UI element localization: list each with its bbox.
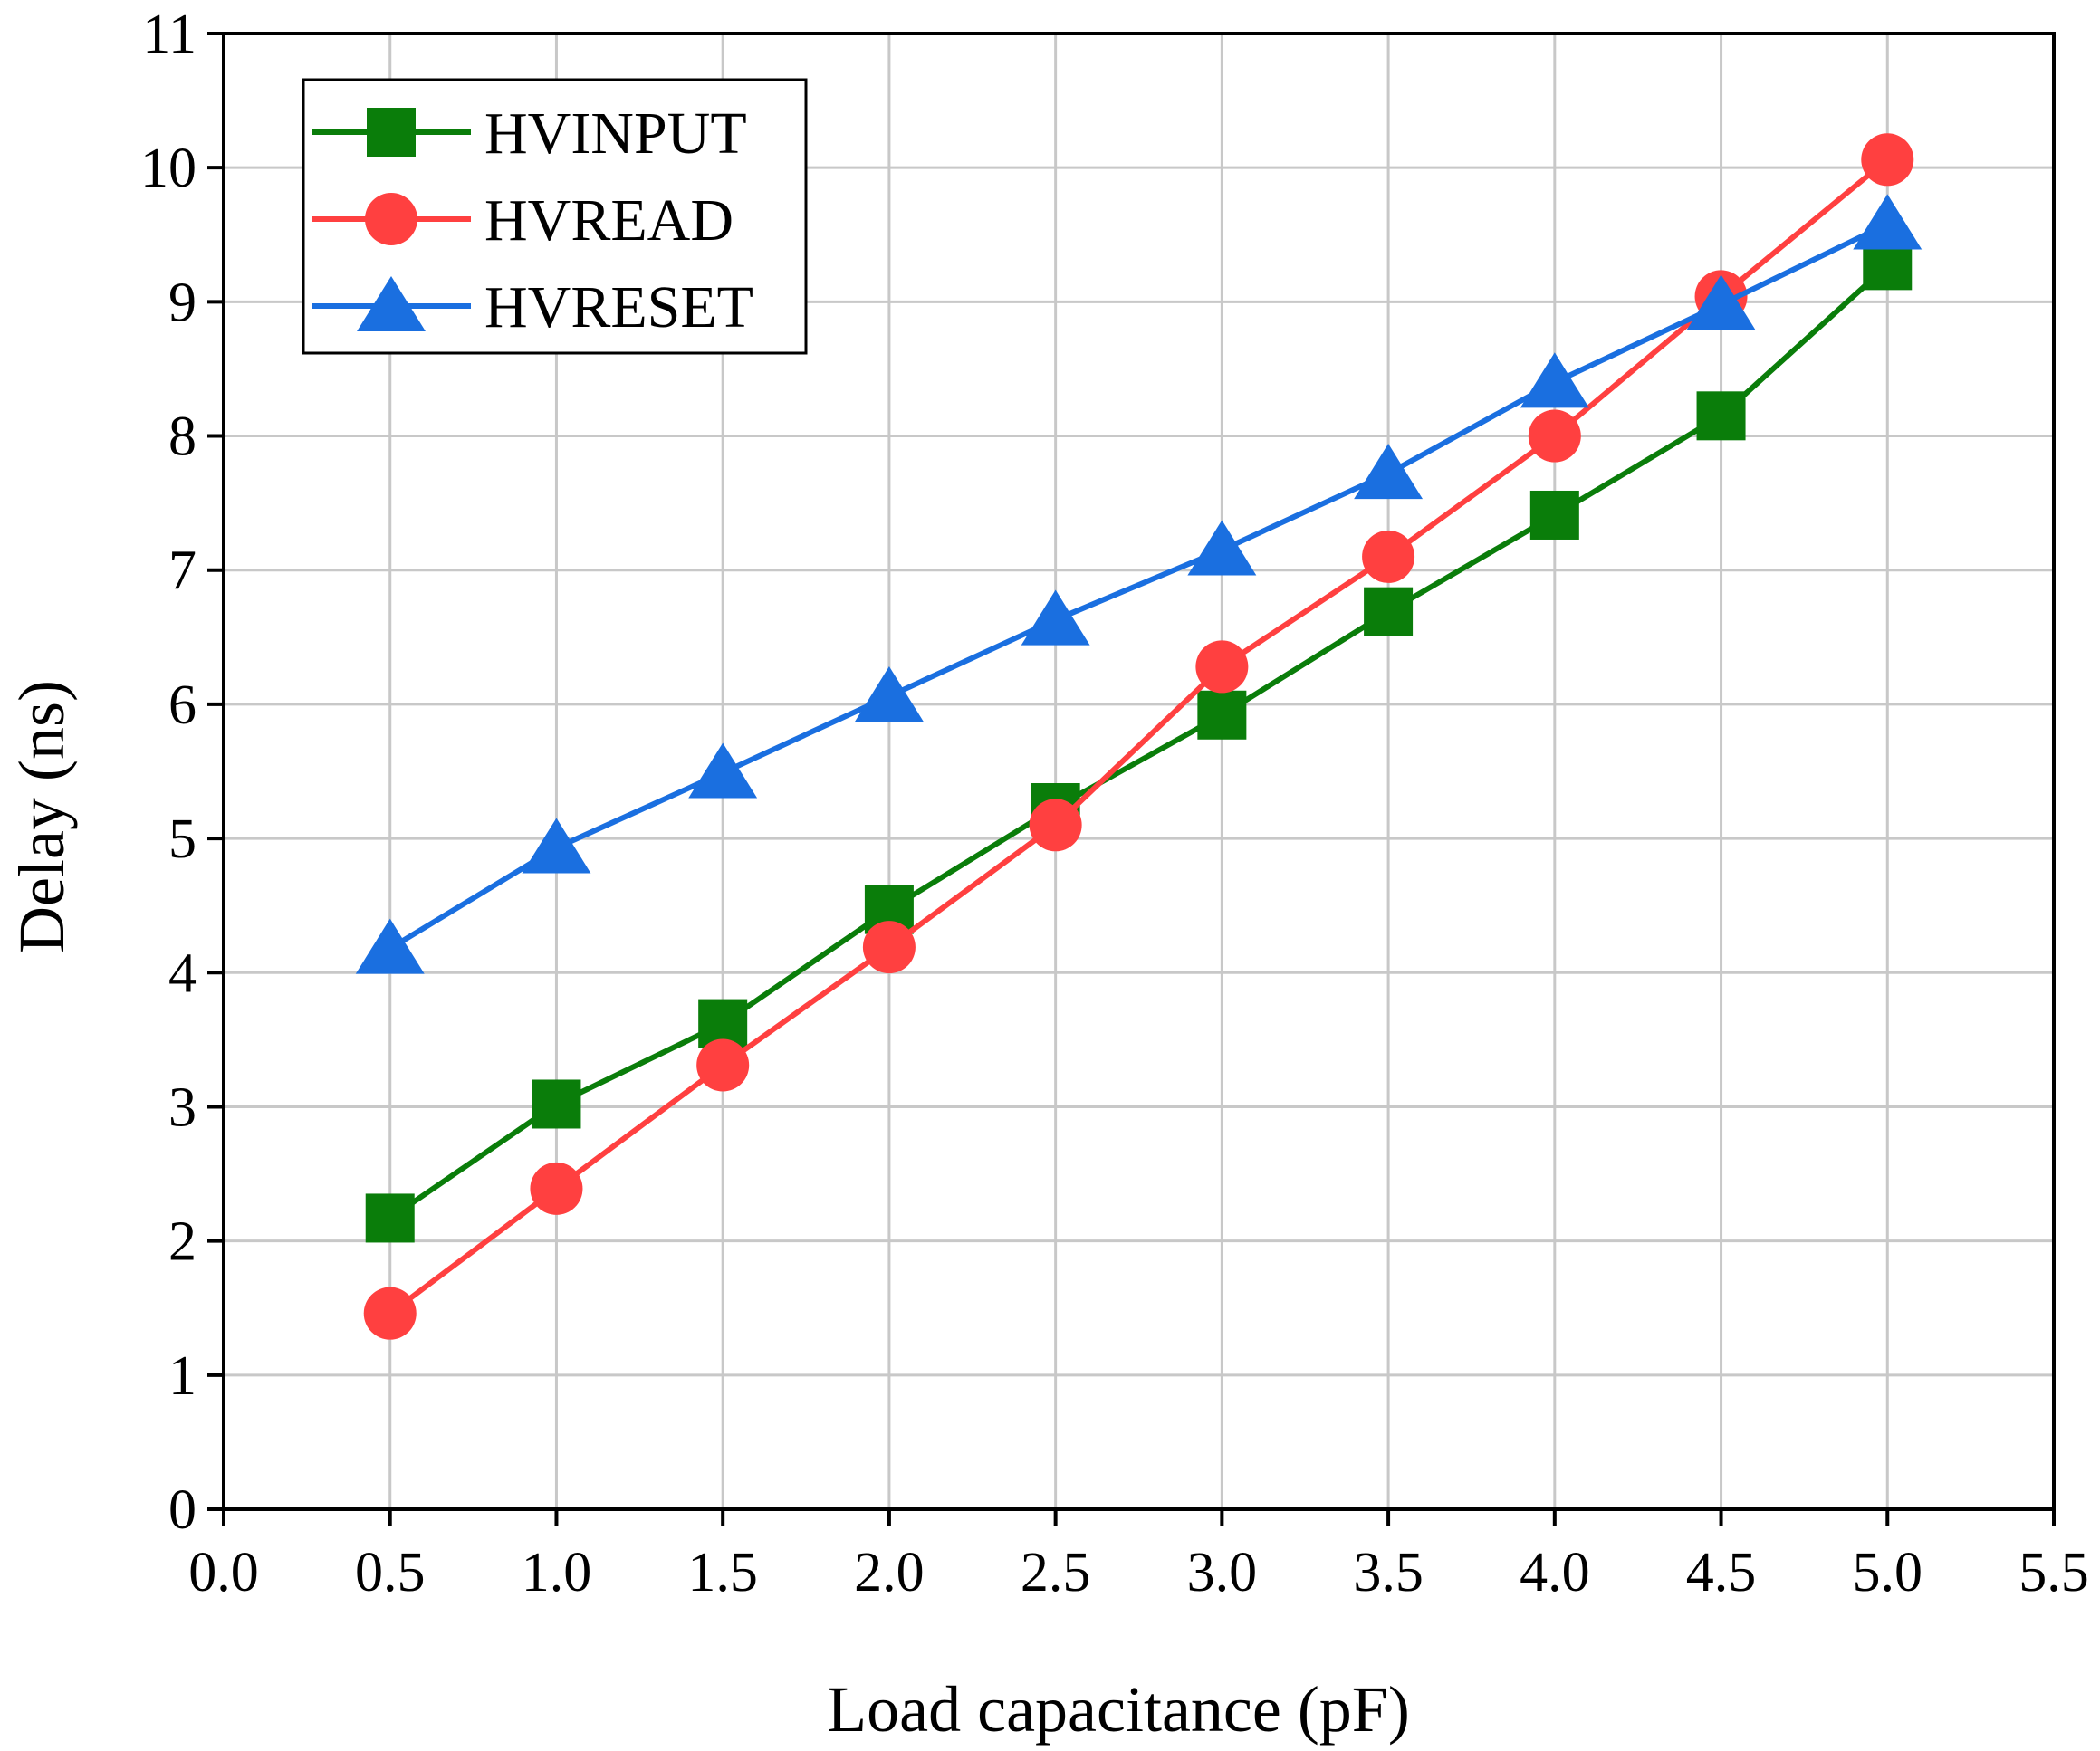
plot-frame (222, 32, 2056, 1511)
y-tick-label: 4 (168, 942, 197, 1004)
data-point-hvread (530, 1162, 583, 1215)
y-tick-label: 1 (168, 1345, 197, 1407)
legend-marker-hvread (365, 193, 417, 245)
series-line-hvinput (388, 263, 1890, 1220)
series-hvinput (365, 241, 1913, 1243)
data-point-hvinput (1529, 490, 1579, 540)
data-point-hvinput (1197, 690, 1247, 740)
data-point-hvreset (688, 742, 758, 799)
series-hvread (363, 133, 1914, 1340)
y-tick-label: 7 (168, 541, 197, 602)
data-point-hvreset (1853, 194, 1923, 250)
y-tick-label: 11 (142, 4, 197, 65)
data-point-hvreset (1520, 352, 1589, 408)
legend-label-hvreset: HVRESET (484, 274, 753, 340)
data-point-hvreset (522, 818, 591, 874)
data-point-hvinput (365, 1193, 415, 1243)
y-tick-label: 6 (168, 675, 197, 736)
x-tick-label: 2.5 (1021, 1542, 1091, 1603)
data-point-hvread (1362, 530, 1415, 583)
legend-label-hvread: HVREAD (484, 187, 734, 254)
data-point-hvread (363, 1287, 417, 1340)
y-tick-label: 9 (168, 272, 197, 333)
data-point-hvreset (355, 918, 425, 974)
data-point-hvinput (1364, 587, 1414, 636)
data-point-hvreset (1021, 589, 1090, 646)
x-tick-label: 2.0 (854, 1542, 925, 1603)
x-tick-label: 0.5 (355, 1542, 426, 1603)
series-layer (355, 133, 1923, 1340)
y-tick-label: 8 (168, 407, 197, 468)
axes: 0.0 0.5 1.0 1.5 2.0 2.5 3.0 3.5 4.0 4.5 5.0 5.5 0 1 2 3… (140, 4, 2089, 1603)
data-point-hvreset (1354, 444, 1424, 500)
data-point-hvinput (1696, 391, 1746, 441)
series-line-hvreset (388, 221, 1889, 952)
y-tick-label: 2 (168, 1211, 197, 1273)
x-tick-label: 5.5 (2018, 1542, 2089, 1603)
x-tick-label: 1.0 (522, 1542, 592, 1603)
y-axis-title: Delay (ns) (5, 680, 78, 953)
series-hvreset (355, 194, 1923, 974)
x-tick-label: 3.5 (1353, 1542, 1424, 1603)
x-tick-label: 4.5 (1686, 1542, 1757, 1603)
y-tick-label: 3 (168, 1076, 197, 1138)
data-point-hvread (1861, 133, 1914, 187)
series-line-hvread (388, 157, 1890, 1316)
x-tick-label: 3.0 (1187, 1542, 1258, 1603)
legend-label-hvinput: HVINPUT (484, 100, 747, 167)
data-point-hvinput (532, 1079, 581, 1129)
y-tick-label: 10 (140, 138, 197, 199)
data-point-hvread (696, 1038, 750, 1092)
data-point-hvreset (1686, 274, 1756, 330)
legend-marker-hvreset (357, 276, 426, 332)
data-point-hvread (862, 921, 916, 974)
data-point-hvread (1029, 799, 1082, 852)
data-point-hvread (1195, 640, 1249, 694)
x-tick-label: 0.0 (188, 1542, 259, 1603)
legend: HVINPUT HVREAD HVRESET (302, 78, 808, 355)
x-tick-label: 4.0 (1520, 1542, 1590, 1603)
data-point-hvreset (854, 666, 924, 722)
x-tick-label: 1.5 (687, 1542, 758, 1603)
y-tick-label: 0 (168, 1479, 197, 1541)
data-point-hvread (1528, 409, 1581, 463)
y-tick-label: 5 (168, 809, 197, 870)
grid-lines (224, 33, 2054, 1509)
data-point-hvreset (1187, 520, 1257, 576)
x-axis-title: Load capacitance (pF) (827, 1673, 1410, 1746)
x-tick-label: 5.0 (1853, 1542, 1923, 1603)
legend-marker-hvinput (367, 108, 416, 157)
